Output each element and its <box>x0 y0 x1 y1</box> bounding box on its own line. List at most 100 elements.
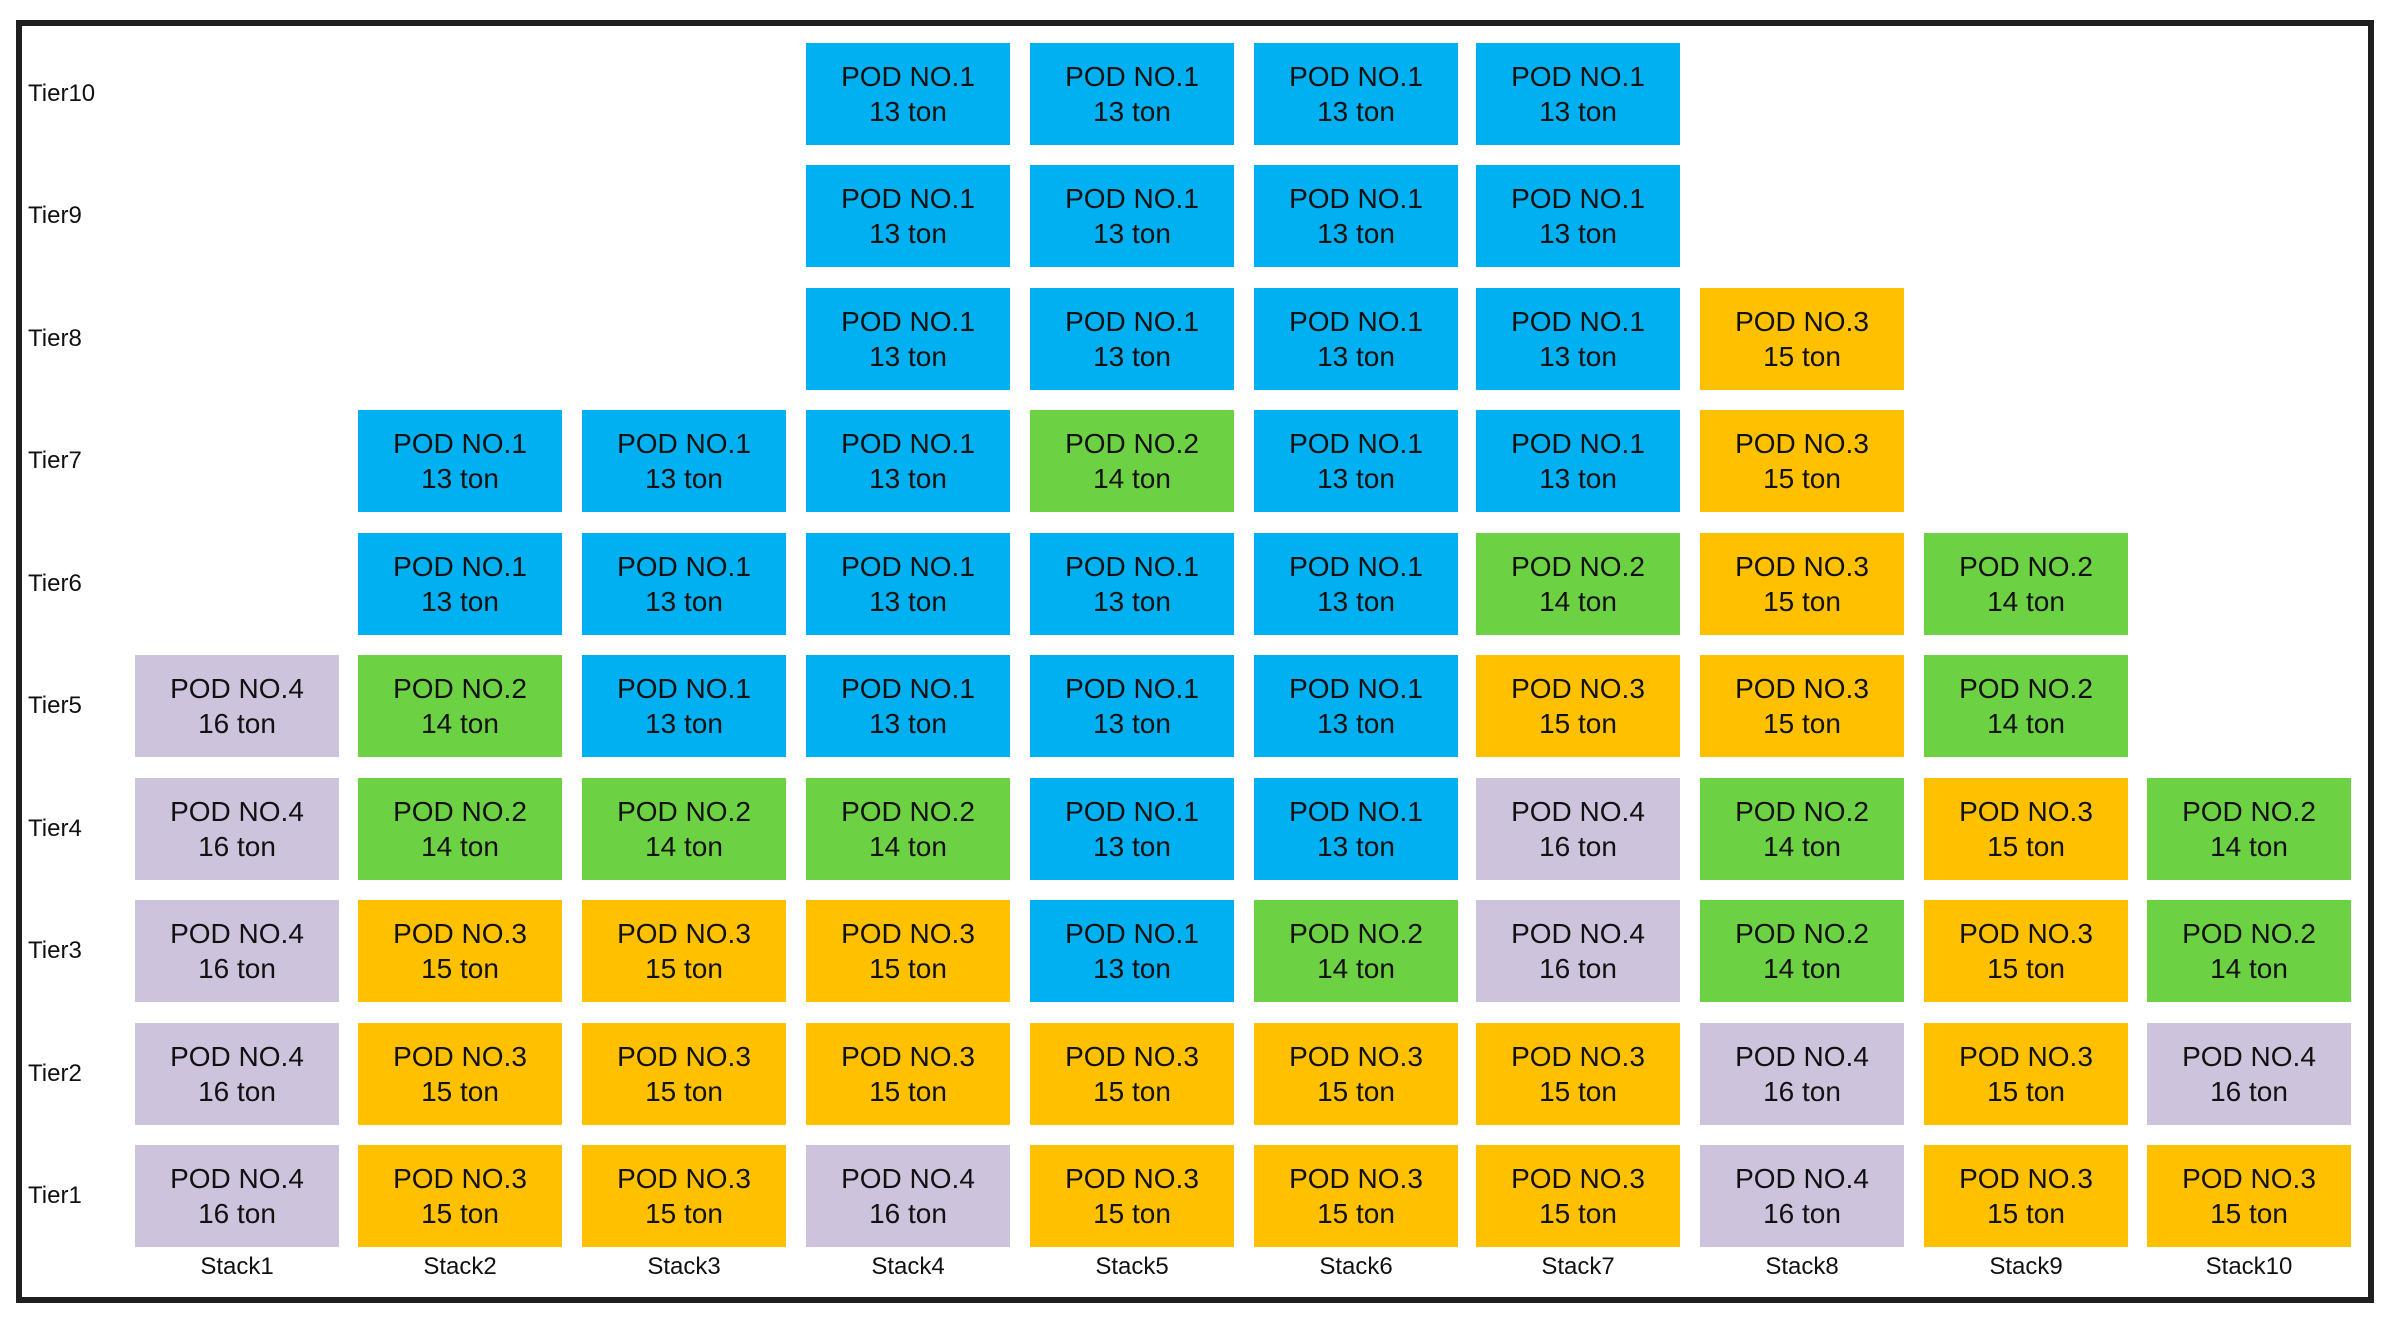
pod-block: POD NO.1 13 ton <box>358 532 562 635</box>
pod-name: POD NO.2 <box>841 795 975 827</box>
pod-name: POD NO.1 <box>393 428 527 459</box>
pod-weight: 16 ton <box>198 830 276 862</box>
pod-weight: 13 ton <box>869 585 947 617</box>
pod-weight: 13 ton <box>1093 830 1171 862</box>
pod-block: POD NO.3 15 ton <box>1700 655 1904 757</box>
pod-weight: 13 ton <box>645 708 723 739</box>
pod-block: POD NO.1 13 ton <box>1030 165 1234 267</box>
pod-block: POD NO.1 13 ton <box>806 532 1010 635</box>
pod-name: POD NO.3 <box>1511 1163 1645 1194</box>
pod-weight: 13 ton <box>1093 953 1171 984</box>
tier-label: Tier5 <box>28 692 82 719</box>
pod-weight: 14 ton <box>1539 585 1617 617</box>
pod-name: POD NO.3 <box>617 918 751 949</box>
pod-block: POD NO.4 16 ton <box>806 1145 1010 1247</box>
pod-block: POD NO.1 13 ton <box>1254 42 1458 145</box>
pod-weight: 16 ton <box>198 953 276 984</box>
pod-name: POD NO.1 <box>841 550 975 582</box>
tier-label: Tier1 <box>28 1182 82 1209</box>
pod-name: POD NO.1 <box>1289 550 1423 582</box>
pod-weight: 13 ton <box>1093 585 1171 617</box>
pod-block: POD NO.3 15 ton <box>1476 1145 1680 1247</box>
pod-name: POD NO.3 <box>617 1163 751 1194</box>
pod-name: POD NO.3 <box>1065 1040 1199 1072</box>
pod-name: POD NO.1 <box>841 305 975 337</box>
pod-block: POD NO.3 15 ton <box>1254 1145 1458 1247</box>
pod-name: POD NO.3 <box>393 918 527 949</box>
pod-name: POD NO.4 <box>2182 1040 2316 1072</box>
pod-block: POD NO.1 13 ton <box>1030 532 1234 635</box>
pod-weight: 13 ton <box>1317 218 1395 249</box>
pod-block: POD NO.2 14 ton <box>582 777 786 880</box>
pod-block: POD NO.4 16 ton <box>135 900 339 1002</box>
pod-name: POD NO.3 <box>1065 1163 1199 1194</box>
pod-name: POD NO.1 <box>617 673 751 704</box>
pod-weight: 15 ton <box>1763 463 1841 494</box>
pod-name: POD NO.1 <box>1511 428 1645 459</box>
stack-label: Stack9 <box>1989 1253 2063 1280</box>
pod-block: POD NO.3 15 ton <box>1476 655 1680 757</box>
pod-name: POD NO.1 <box>617 550 751 582</box>
pod-name: POD NO.2 <box>1065 428 1199 459</box>
pod-name: POD NO.4 <box>170 673 304 704</box>
pod-block: POD NO.1 13 ton <box>1030 777 1234 880</box>
pod-name: POD NO.3 <box>1959 1163 2093 1194</box>
pod-name: POD NO.2 <box>1735 918 1869 949</box>
pod-weight: 15 ton <box>1987 830 2065 862</box>
pod-name: POD NO.2 <box>2182 795 2316 827</box>
pod-weight: 15 ton <box>1987 1075 2065 1107</box>
pod-weight: 13 ton <box>421 463 499 494</box>
pod-name: POD NO.3 <box>841 918 975 949</box>
pod-weight: 14 ton <box>1763 953 1841 984</box>
pod-block: POD NO.1 13 ton <box>1030 655 1234 757</box>
pod-block: POD NO.3 15 ton <box>1030 1022 1234 1125</box>
pod-name: POD NO.3 <box>1511 1040 1645 1072</box>
pod-name: POD NO.3 <box>1289 1163 1423 1194</box>
pod-name: POD NO.3 <box>1959 1040 2093 1072</box>
pod-block: POD NO.1 13 ton <box>358 410 562 512</box>
pod-block: POD NO.3 15 ton <box>1030 1145 1234 1247</box>
pod-block: POD NO.4 16 ton <box>1476 777 1680 880</box>
pod-weight: 14 ton <box>645 830 723 862</box>
pod-block: POD NO.3 15 ton <box>1700 287 1904 390</box>
pod-weight: 13 ton <box>1317 830 1395 862</box>
pod-block: POD NO.2 14 ton <box>2147 777 2351 880</box>
pod-weight: 13 ton <box>645 463 723 494</box>
tier-label: Tier7 <box>28 447 82 474</box>
pod-name: POD NO.1 <box>1289 795 1423 827</box>
pod-block: POD NO.1 13 ton <box>1254 655 1458 757</box>
pod-block: POD NO.1 13 ton <box>806 287 1010 390</box>
pod-block: POD NO.1 13 ton <box>1030 900 1234 1002</box>
pod-name: POD NO.1 <box>1065 795 1199 827</box>
pod-block: POD NO.3 15 ton <box>358 900 562 1002</box>
pod-block: POD NO.1 13 ton <box>806 165 1010 267</box>
pod-block: POD NO.3 15 ton <box>1476 1022 1680 1125</box>
pod-weight: 15 ton <box>1539 1198 1617 1229</box>
pod-name: POD NO.1 <box>1511 60 1645 92</box>
pod-block: POD NO.4 16 ton <box>135 1022 339 1125</box>
stack-label: Stack6 <box>1319 1253 1393 1280</box>
stack-label: Stack10 <box>2205 1253 2293 1280</box>
pod-weight: 15 ton <box>1093 1075 1171 1107</box>
pod-weight: 14 ton <box>1763 830 1841 862</box>
tier-label: Tier8 <box>28 324 82 352</box>
pod-weight: 15 ton <box>2210 1198 2288 1229</box>
pod-weight: 15 ton <box>1317 1198 1395 1229</box>
pod-block: POD NO.2 14 ton <box>1700 777 1904 880</box>
diagram-frame <box>16 20 2374 1303</box>
pod-weight: 15 ton <box>1763 585 1841 617</box>
pod-weight: 15 ton <box>1987 1198 2065 1229</box>
pod-name: POD NO.1 <box>1289 305 1423 337</box>
tier-label: Tier4 <box>28 814 82 842</box>
pod-name: POD NO.1 <box>1289 428 1423 459</box>
stack-label: Stack4 <box>871 1253 945 1280</box>
pod-weight: 16 ton <box>198 1198 276 1229</box>
pod-block: POD NO.1 13 ton <box>1254 287 1458 390</box>
pod-name: POD NO.3 <box>841 1040 975 1072</box>
pod-weight: 15 ton <box>1987 953 2065 984</box>
pod-weight: 13 ton <box>1539 463 1617 494</box>
pod-block: POD NO.4 16 ton <box>1700 1145 1904 1247</box>
pod-name: POD NO.3 <box>1735 428 1869 459</box>
pod-weight: 15 ton <box>1763 340 1841 372</box>
pod-weight: 15 ton <box>645 1198 723 1229</box>
